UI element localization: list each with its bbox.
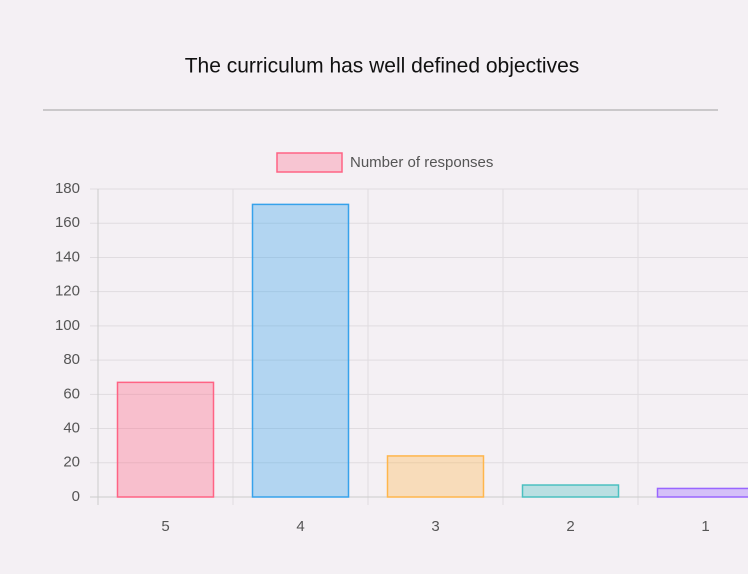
bar bbox=[656, 487, 748, 498]
y-tick-label: 0 bbox=[72, 488, 80, 505]
y-tick-label: 80 bbox=[63, 351, 80, 368]
bar bbox=[386, 455, 485, 498]
y-tick-label: 100 bbox=[55, 317, 80, 334]
bar bbox=[116, 381, 215, 498]
y-tick-label: 140 bbox=[55, 248, 80, 265]
bar bbox=[251, 203, 350, 498]
y-tick-label: 40 bbox=[63, 420, 80, 437]
x-tick-label: 5 bbox=[161, 518, 169, 535]
x-tick-label: 1 bbox=[701, 518, 709, 535]
chart-title: The curriculum has well defined objectiv… bbox=[185, 55, 580, 78]
y-tick-label: 20 bbox=[63, 454, 80, 471]
x-tick-label: 3 bbox=[431, 518, 439, 535]
y-tick-label: 60 bbox=[63, 385, 80, 402]
legend-swatch bbox=[276, 152, 343, 173]
legend-label: Number of responses bbox=[350, 154, 493, 171]
x-tick-label: 2 bbox=[566, 518, 574, 535]
y-tick-label: 120 bbox=[55, 283, 80, 300]
bar bbox=[521, 484, 620, 498]
x-tick-label: 4 bbox=[296, 518, 304, 535]
y-tick-label: 160 bbox=[55, 214, 80, 231]
y-tick-label: 180 bbox=[55, 180, 80, 197]
